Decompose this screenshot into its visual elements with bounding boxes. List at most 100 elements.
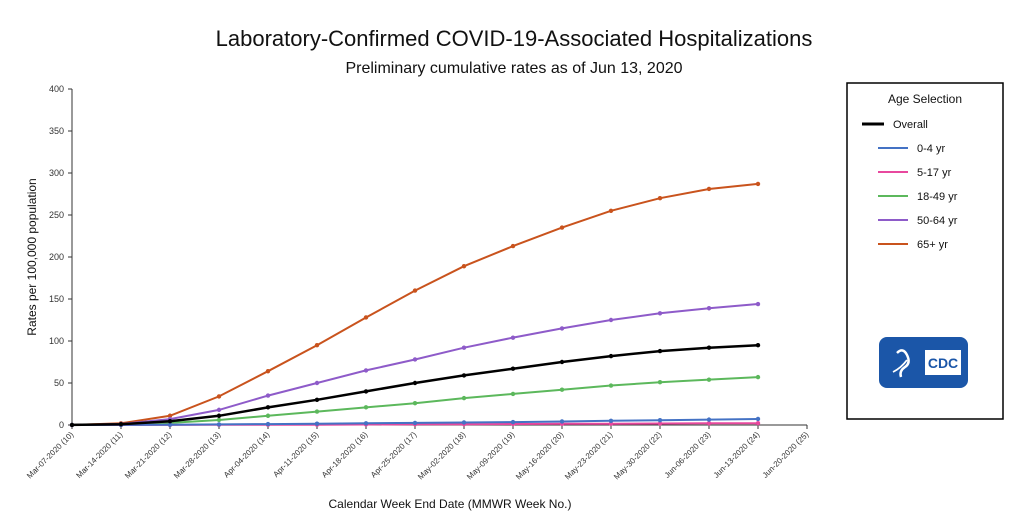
- x-ticks: Mar-07-2020 (10) Mar-14-2020 (11)Mar-21-2…: [25, 425, 811, 481]
- data-point-50-64-yr: [216, 407, 222, 413]
- y-tick-label: 200: [49, 252, 64, 262]
- x-tick-label: Jun-20-2020 (25): [761, 430, 811, 480]
- data-point-overall: [216, 413, 222, 418]
- y-tick-label: 100: [49, 336, 64, 346]
- data-point-18-49-yr: [559, 387, 565, 392]
- data-point-0-4-yr: [755, 416, 761, 422]
- legend-label-overall[interactable]: Overall: [893, 119, 928, 131]
- data-point-overall: [510, 366, 516, 371]
- x-tick-label: Apr-11-2020 (15): [271, 430, 320, 479]
- series-line-65-yr: [71, 182, 759, 426]
- chart-subtitle: Preliminary cumulative rates as of Jun 1…: [345, 60, 683, 77]
- data-point-18-49-yr: [314, 409, 320, 414]
- data-point-65-yr: [314, 343, 320, 348]
- x-tick-label: Apr-04-2020 (14): [222, 430, 272, 480]
- data-point-0-4-yr: [706, 417, 712, 422]
- data-point-50-64-yr: [412, 357, 418, 362]
- y-tick-label: 50: [54, 378, 64, 388]
- y-tick-label: 0: [59, 420, 64, 430]
- legend-title: Age Selection: [888, 92, 962, 106]
- axes: [71, 89, 807, 426]
- legend: Age Selection Overall 0-4 yr 5-17 yr 18-49 …: [846, 82, 1004, 420]
- x-tick-label: May-16-2020 (20): [514, 430, 566, 482]
- series-65-yr: [69, 181, 761, 428]
- data-point-0-4-yr: [265, 421, 271, 427]
- data-point-18-49-yr: [608, 383, 614, 388]
- x-tick-label: Jun-06-2020 (23): [663, 430, 713, 480]
- data-point-0-4-yr: [314, 421, 320, 426]
- data-point-overall: [118, 421, 124, 427]
- data-point-65-yr: [216, 394, 222, 399]
- x-tick-label: Apr-25-2020 (17): [369, 430, 419, 480]
- data-point-5-17-yr: [657, 421, 663, 426]
- y-tick-label: 300: [49, 168, 64, 178]
- x-tick-label: Mar-28-2020 (13): [172, 430, 223, 481]
- cdc-logo: CDC: [879, 337, 968, 388]
- data-point-0-4-yr: [412, 420, 418, 426]
- data-point-0-4-yr: [608, 418, 614, 423]
- data-point-overall: [265, 405, 271, 410]
- series-layer: [69, 181, 761, 428]
- data-point-18-49-yr: [755, 374, 761, 380]
- data-point-65-yr: [755, 181, 761, 187]
- data-point-0-4-yr: [216, 422, 222, 427]
- series-line-50-64-yr: [71, 303, 759, 426]
- legend-label-18-49-yr[interactable]: 18-49 yr: [917, 191, 958, 203]
- x-tick-label: Mar-14-2020 (11): [74, 430, 124, 480]
- legend-label-50-64-yr[interactable]: 50-64 yr: [917, 215, 958, 227]
- x-tick-label: Apr-18-2020 (16): [320, 430, 370, 480]
- data-point-65-yr: [706, 186, 712, 192]
- x-tick-label: May-02-2020 (18): [416, 430, 468, 482]
- data-point-50-64-yr: [363, 368, 369, 373]
- data-point-65-yr: [657, 196, 663, 201]
- x-axis-label: Calendar Week End Date (MMWR Week No.): [329, 497, 572, 511]
- data-point-65-yr: [510, 243, 516, 249]
- data-point-overall: [412, 380, 418, 386]
- chart-title: Laboratory-Confirmed COVID-19-Associated…: [215, 26, 813, 51]
- x-tick-label: Mar-21-2020 (12): [123, 430, 174, 481]
- data-point-65-yr: [559, 225, 565, 230]
- data-point-0-4-yr: [657, 418, 663, 423]
- data-point-5-17-yr: [706, 421, 712, 426]
- x-tick-label: May-09-2020 (19): [465, 430, 517, 482]
- data-point-overall: [608, 353, 614, 359]
- x-tick-label: Jun-13-2020 (24): [712, 430, 762, 480]
- data-point-18-49-yr: [657, 379, 663, 385]
- y-ticks: 0 50 100 150 200 250 300 350 400: [49, 84, 72, 430]
- x-tick-label: Mar-07-2020 (10): [25, 430, 76, 481]
- data-point-0-4-yr: [510, 419, 516, 425]
- data-point-50-64-yr: [265, 393, 271, 398]
- data-point-65-yr: [167, 413, 173, 418]
- legend-label-65-yr[interactable]: 65+ yr: [917, 239, 948, 251]
- data-point-50-64-yr: [559, 326, 565, 331]
- data-point-overall: [706, 345, 712, 350]
- data-point-overall: [167, 419, 173, 424]
- x-tick-label: May-30-2020 (22): [612, 430, 664, 482]
- cdc-logo-box: [925, 350, 961, 375]
- data-point-65-yr: [265, 369, 271, 374]
- data-point-18-49-yr: [510, 391, 516, 397]
- data-point-overall: [314, 397, 320, 402]
- data-point-overall: [461, 373, 467, 378]
- y-tick-label: 150: [49, 294, 64, 304]
- series-overall: [69, 343, 761, 428]
- data-point-overall: [69, 422, 75, 428]
- data-point-65-yr: [412, 288, 418, 293]
- data-point-0-4-yr: [363, 421, 369, 426]
- x-tick-label: May-23-2020 (21): [563, 430, 615, 482]
- data-point-0-4-yr: [167, 422, 173, 427]
- y-tick-label: 250: [49, 210, 64, 220]
- data-point-50-64-yr: [461, 345, 467, 350]
- data-point-5-17-yr: [755, 420, 761, 426]
- legend-label-5-17-yr[interactable]: 5-17 yr: [917, 167, 952, 179]
- data-point-overall: [559, 359, 565, 365]
- legend-label-0-4-yr[interactable]: 0-4 yr: [917, 143, 945, 155]
- data-point-65-yr: [608, 208, 614, 213]
- data-point-50-64-yr: [657, 311, 663, 316]
- data-point-50-64-yr: [314, 380, 320, 386]
- data-point-18-49-yr: [461, 395, 467, 401]
- data-point-65-yr: [363, 315, 369, 320]
- data-point-overall: [755, 343, 761, 348]
- data-point-18-49-yr: [265, 413, 271, 418]
